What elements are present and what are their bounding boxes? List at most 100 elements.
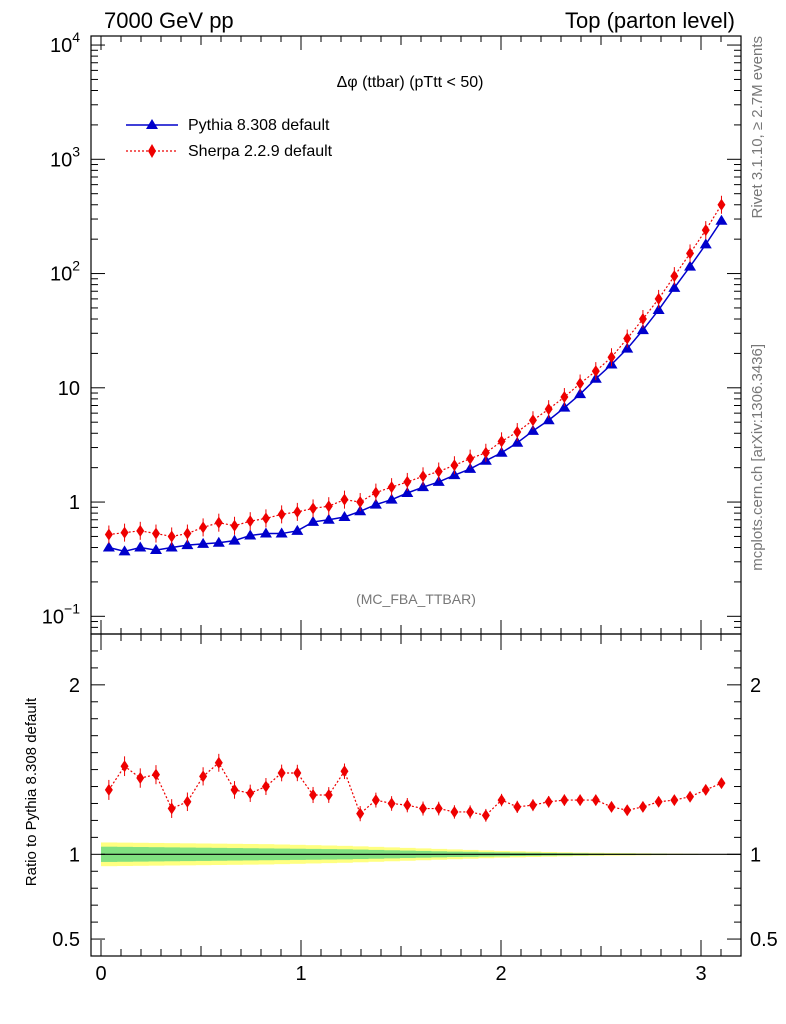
data-point-sherpa <box>136 524 145 537</box>
data-point-sherpa <box>576 377 585 390</box>
data-point-sherpa <box>403 475 412 488</box>
data-point-sherpa <box>670 270 679 283</box>
ratio-data-point-sherpa <box>623 804 632 817</box>
data-point-sherpa <box>387 481 396 494</box>
ratio-data-point-sherpa <box>230 783 239 796</box>
data-point-pythia <box>338 510 351 521</box>
ratio-data-point-sherpa <box>466 805 475 818</box>
ratio-data-point-sherpa <box>167 802 176 815</box>
data-point-sherpa <box>528 414 537 427</box>
analysis-watermark: (MC_FBA_TTBAR) <box>356 591 476 607</box>
ratio-data-point-sherpa <box>638 800 647 813</box>
y-tick-label: 10 <box>58 378 80 400</box>
mcplots-label: mcplots.cern.ch [arXiv:1306.3436] <box>749 344 766 571</box>
data-point-sherpa <box>654 292 663 305</box>
ratio-data-point-sherpa <box>497 794 506 807</box>
ratio-y-tick-label-right: 2 <box>750 675 761 697</box>
main-panel-ticks <box>91 36 742 635</box>
data-point-pythia <box>181 539 194 550</box>
data-point-pythia <box>401 487 414 498</box>
data-point-sherpa <box>419 470 428 483</box>
y-tick-label-base: 10 <box>42 606 64 628</box>
ratio-data-point-sherpa <box>387 797 396 810</box>
data-point-sherpa <box>371 486 380 499</box>
ratio-data-point-sherpa <box>120 760 129 773</box>
ratio-data-point-sherpa <box>261 780 270 793</box>
x-tick-label: 2 <box>495 963 506 985</box>
ratio-data-point-sherpa <box>544 795 553 808</box>
ratio-data-point-sherpa <box>277 766 286 779</box>
data-point-sherpa <box>481 446 490 459</box>
y-tick-label-base: 10 <box>50 35 72 57</box>
data-point-pythia <box>526 424 539 435</box>
ratio-panel-ticks <box>91 634 742 956</box>
data-point-pythia <box>275 527 288 538</box>
data-point-pythia <box>417 481 430 492</box>
ratio-panel: 0.5 0.5 1 1 2 2 0 1 2 3 Ratio to Pythia 8.308 de… <box>23 633 778 985</box>
ratio-data-point-sherpa <box>591 794 600 807</box>
data-point-sherpa <box>544 403 553 416</box>
y-tick-label: 103 <box>50 143 80 171</box>
data-point-sherpa <box>356 496 365 509</box>
data-point-pythia <box>699 238 712 249</box>
data-point-sherpa <box>560 391 569 404</box>
data-point-sherpa <box>309 502 318 515</box>
data-point-sherpa <box>230 519 239 532</box>
ratio-data-point-sherpa <box>151 768 160 781</box>
data-point-pythia <box>542 414 555 425</box>
y-tick-label-base: 10 <box>50 264 72 286</box>
y-tick-label-exponent: 3 <box>72 143 80 159</box>
data-point-pythia <box>432 475 445 486</box>
x-tick-label: 3 <box>695 963 706 985</box>
ratio-series <box>104 753 726 822</box>
ratio-y-tick-label-left: 0.5 <box>52 929 80 951</box>
ratio-data-point-sherpa <box>356 807 365 820</box>
data-point-sherpa <box>497 435 506 448</box>
legend: Pythia 8.308 default Sherpa 2.2.9 defaul… <box>126 117 333 160</box>
data-point-sherpa <box>324 500 333 513</box>
ratio-data-point-sherpa <box>371 794 380 807</box>
ratio-data-point-sherpa <box>309 789 318 801</box>
y-tick-label: 1 <box>69 492 80 514</box>
data-point-pythia <box>102 541 115 552</box>
data-point-sherpa <box>340 493 349 506</box>
ratio-data-point-sherpa <box>701 783 710 796</box>
legend-pythia-label: Pythia 8.308 default <box>188 117 330 134</box>
rivet-version-label: Rivet 3.1.10, ≥ 2.7M events <box>749 36 766 219</box>
data-point-pythia <box>511 436 524 447</box>
data-point-pythia <box>464 462 477 473</box>
data-point-sherpa <box>183 527 192 540</box>
data-point-sherpa <box>466 452 475 465</box>
ratio-panel-frame <box>90 633 742 957</box>
series-line-sherpa <box>108 204 722 538</box>
data-point-sherpa <box>167 530 176 543</box>
ratio-data-point-sherpa <box>654 795 663 808</box>
ratio-data-point-sherpa <box>340 765 349 778</box>
ratio-y-tick-label-right: 0.5 <box>750 929 778 951</box>
x-tick-labels: 0 1 2 3 <box>95 963 706 985</box>
ratio-data-point-sherpa <box>607 800 616 813</box>
y-tick-label: 104 <box>50 29 80 57</box>
data-point-sherpa <box>623 332 632 345</box>
data-point-pythia <box>118 545 131 556</box>
main-panel-title: Δφ (ttbar) (pTtt < 50) <box>337 74 484 91</box>
ratio-series-line-sherpa <box>108 761 722 816</box>
data-point-pythia <box>715 214 728 225</box>
ratio-data-point-sherpa <box>183 795 192 808</box>
data-point-pythia <box>244 529 257 540</box>
ratio-data-point-sherpa <box>104 783 113 796</box>
ratio-y-tick-label-left: 1 <box>69 844 80 866</box>
data-point-sherpa <box>717 198 726 211</box>
ratio-data-point-sherpa <box>576 794 585 807</box>
ratio-data-point-sherpa <box>481 809 490 822</box>
ratio-data-point-sherpa <box>199 770 208 783</box>
data-point-pythia <box>134 541 147 552</box>
data-point-pythia <box>369 498 382 509</box>
ratio-data-point-sherpa <box>246 787 255 800</box>
data-point-pythia <box>668 281 681 292</box>
y-tick-label-exponent: 2 <box>72 258 80 274</box>
ratio-data-point-sherpa <box>450 805 459 818</box>
